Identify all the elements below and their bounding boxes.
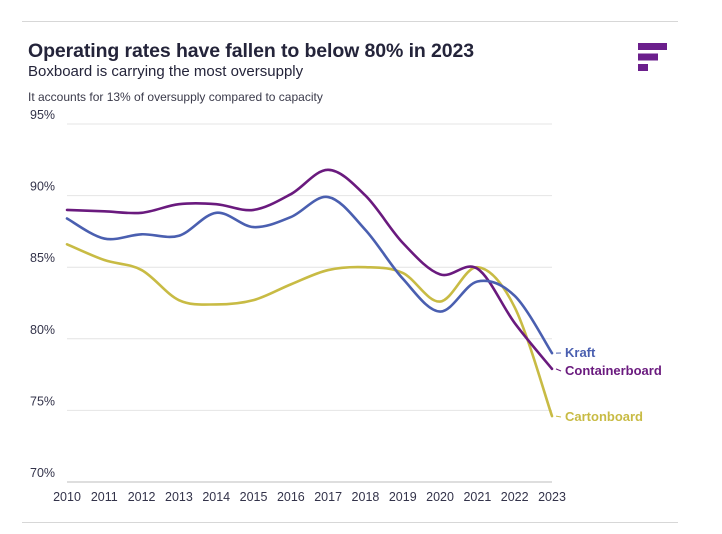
x-tick-label: 2023 [538, 490, 566, 504]
series-line-kraft [65, 195, 554, 355]
x-tick-label: 2015 [240, 490, 268, 504]
label-leader-containerboard [555, 368, 562, 372]
series-label-containerboard: Containerboard [565, 363, 662, 378]
x-tick-label: 2014 [202, 490, 230, 504]
series-lines [65, 168, 554, 418]
series-labels: Kraft Containerboard Cartonboard [555, 345, 662, 424]
x-axis: 2010 2011 2012 2013 2014 2015 2016 2017 2018 2019… [53, 490, 566, 504]
y-axis: 70% 75% 80% 85% 90% 95% [30, 108, 55, 480]
x-tick-label: 2012 [128, 490, 156, 504]
x-tick-label: 2018 [352, 490, 380, 504]
y-tick-label: 95% [30, 108, 55, 122]
x-tick-label: 2013 [165, 490, 193, 504]
chart-title: Operating rates have fallen to below 80%… [28, 40, 475, 62]
grid-lines [67, 123, 552, 483]
y-tick-label: 70% [30, 466, 55, 480]
y-tick-label: 80% [30, 323, 55, 337]
x-tick-label: 2022 [501, 490, 529, 504]
x-tick-label: 2020 [426, 490, 454, 504]
brand-f-logo-icon [638, 43, 667, 71]
series-label-kraft: Kraft [565, 345, 596, 360]
y-tick-label: 75% [30, 394, 55, 408]
label-leader-cartonboard [555, 415, 562, 418]
x-tick-label: 2011 [91, 490, 118, 504]
chart-note: It accounts for 13% of oversupply compar… [28, 90, 323, 104]
series-label-cartonboard: Cartonboard [565, 409, 643, 424]
y-tick-label: 85% [30, 251, 55, 265]
x-tick-label: 2016 [277, 490, 305, 504]
x-tick-label: 2021 [463, 490, 491, 504]
x-tick-label: 2019 [389, 490, 417, 504]
chart-subtitle: Boxboard is carrying the most oversupply [28, 63, 304, 80]
y-tick-label: 90% [30, 180, 55, 194]
x-tick-label: 2017 [314, 490, 342, 504]
series-line-containerboard [65, 168, 554, 371]
x-tick-label: 2010 [53, 490, 81, 504]
top-divider [22, 21, 678, 22]
bottom-divider [22, 522, 678, 523]
